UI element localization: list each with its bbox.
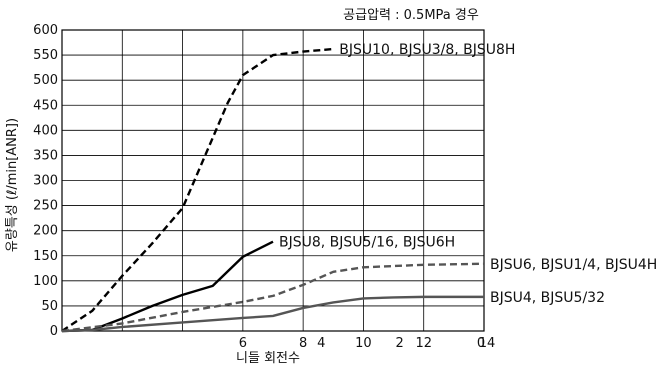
series-label-3: BJSU6, BJSU1/4, BJSU4H <box>490 257 657 273</box>
y-tick-label: 550 <box>33 48 58 63</box>
series-label-1: BJSU10, BJSU3/8, BJSU8H <box>339 42 515 58</box>
y-tick-label: 400 <box>33 123 58 138</box>
y-tick-label: 300 <box>33 174 58 189</box>
y-tick-label: 450 <box>33 98 58 113</box>
supply-pressure-note: 공급압력 : 0.5MPa 경우 <box>343 8 479 23</box>
y-tick-label: 150 <box>33 249 58 264</box>
y-tick-label: 0 <box>50 324 58 339</box>
x-tick-label: 10 <box>355 336 372 351</box>
x-tick-label: 6 <box>239 336 247 351</box>
y-tick-label: 500 <box>33 73 58 88</box>
series-line-4 <box>62 297 484 331</box>
x-axis-label: 니들 회전수 <box>236 351 300 366</box>
y-tick-label: 350 <box>33 148 58 163</box>
x-tick-label: 2 <box>395 336 403 351</box>
series-layer: BJSU10, BJSU3/8, BJSU8H BJSU8, BJSU5/16, … <box>62 42 657 331</box>
y-tick-label: 200 <box>33 224 58 239</box>
x-tick-label: 8 <box>299 336 307 351</box>
y-axis-ticks: 0 50 100 150 200 250 300 350 400 450 500 550 600 <box>33 23 58 339</box>
chart-grid <box>62 30 484 331</box>
series-label-2: BJSU8, BJSU5/16, BJSU6H <box>279 235 455 251</box>
x-tick-label: 4 <box>317 336 325 351</box>
y-axis-label: 유량특성 (ℓ/min[ANR]) <box>5 118 20 252</box>
series-label-4: BJSU4, BJSU5/32 <box>490 290 605 306</box>
y-tick-label: 250 <box>33 199 58 214</box>
x-tick-label: 12 <box>415 336 432 351</box>
y-tick-label: 600 <box>33 23 58 38</box>
y-tick-label: 100 <box>33 274 58 289</box>
x-axis-ticks: 6 8 4 10 2 12 014 <box>239 336 496 351</box>
y-tick-label: 50 <box>41 299 58 314</box>
x-tick-label: 14 <box>479 336 496 351</box>
